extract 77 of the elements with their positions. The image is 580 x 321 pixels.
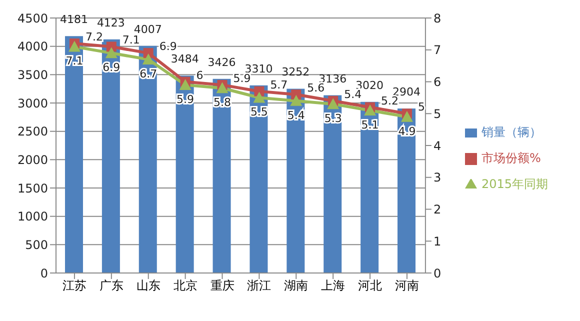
legend-label: 2015年同期 — [481, 177, 548, 191]
point — [68, 40, 80, 52]
y-tick-label: 4000 — [17, 40, 48, 54]
data-label: 5 — [418, 100, 425, 114]
y-tick-label: 1000 — [17, 210, 48, 224]
bar — [176, 76, 194, 273]
y-tick-label: 1500 — [17, 181, 48, 196]
data-label: 6.7 — [140, 67, 158, 80]
bar — [398, 108, 416, 273]
data-label: 5.5 — [250, 106, 268, 119]
bar — [138, 46, 157, 273]
y2-tick-label: 1 — [433, 234, 442, 248]
data-label: 5.1 — [361, 118, 379, 132]
data-label: 3426 — [208, 56, 236, 69]
x-tick-label: 北京 — [173, 278, 198, 293]
x-tick-label: 广东 — [99, 278, 124, 293]
data-label: 3484 — [170, 52, 199, 66]
data-label: 7.2 — [85, 30, 103, 44]
y2-tick-label: 2 — [433, 202, 442, 217]
bar — [102, 39, 120, 273]
data-label: 6 — [196, 68, 204, 82]
data-label: 7.1 — [122, 34, 140, 47]
bar — [360, 102, 379, 273]
y2-tick-label: 7 — [433, 43, 442, 58]
data-label: 5.6 — [307, 82, 325, 94]
data-label: 4181 — [60, 13, 88, 26]
y2-tick-label: 4 — [433, 138, 442, 153]
data-label: 3252 — [282, 66, 310, 79]
point — [105, 47, 118, 58]
point — [290, 94, 302, 106]
x-tick-label: 重庆 — [210, 278, 234, 293]
bar — [250, 85, 268, 273]
y-tick-label: 2000 — [17, 152, 48, 167]
y2-tick-label: 6 — [433, 75, 442, 90]
data-label: 5.4 — [344, 88, 362, 101]
y-tick-label: 4500 — [17, 11, 48, 26]
point — [179, 78, 192, 90]
data-label: 4.9 — [398, 124, 416, 138]
y-tick-label: 500 — [25, 238, 48, 252]
bar — [212, 78, 231, 273]
point — [142, 53, 154, 64]
point — [364, 104, 376, 116]
y2-tick-label: 5 — [433, 106, 442, 121]
bar — [324, 95, 342, 273]
point — [327, 98, 340, 110]
y2-tick-label: 0 — [433, 266, 442, 280]
data-label: 5.8 — [214, 96, 232, 110]
x-tick-label: 河北 — [358, 278, 382, 293]
y-tick-label: 2500 — [17, 124, 48, 139]
point — [400, 110, 413, 122]
data-label: 5.9 — [176, 92, 194, 106]
legend-label: 销量（辆） — [481, 125, 542, 139]
point — [216, 82, 228, 94]
y2-tick-label: 8 — [433, 11, 442, 26]
data-label: 6.9 — [159, 40, 177, 54]
data-label: 4123 — [96, 16, 125, 30]
data-label: 5.3 — [324, 112, 342, 126]
x-tick-label: 湖南 — [284, 278, 308, 293]
x-tick-label: 河南 — [394, 278, 419, 293]
x-tick-label: 山东 — [136, 278, 160, 293]
data-label: 5.4 — [287, 108, 305, 122]
y2-tick-label: 3 — [433, 170, 442, 185]
data-label: 5.7 — [270, 78, 288, 92]
y-tick-label: 3500 — [17, 68, 48, 82]
bar — [65, 36, 83, 273]
data-label: 7.1 — [66, 54, 84, 68]
bar — [286, 88, 305, 273]
point — [253, 92, 266, 103]
y-tick-label: 0 — [40, 266, 48, 280]
x-tick-label: 江苏 — [62, 278, 86, 293]
data-label: 4007 — [134, 22, 162, 36]
data-label: 6.9 — [102, 61, 120, 74]
x-tick-label: 上海 — [321, 278, 346, 293]
x-tick-label: 浙江 — [247, 278, 272, 293]
legend-label: 市场份额% — [481, 151, 541, 165]
y-tick-label: 3000 — [17, 96, 48, 110]
data-label: 5.2 — [381, 94, 399, 108]
